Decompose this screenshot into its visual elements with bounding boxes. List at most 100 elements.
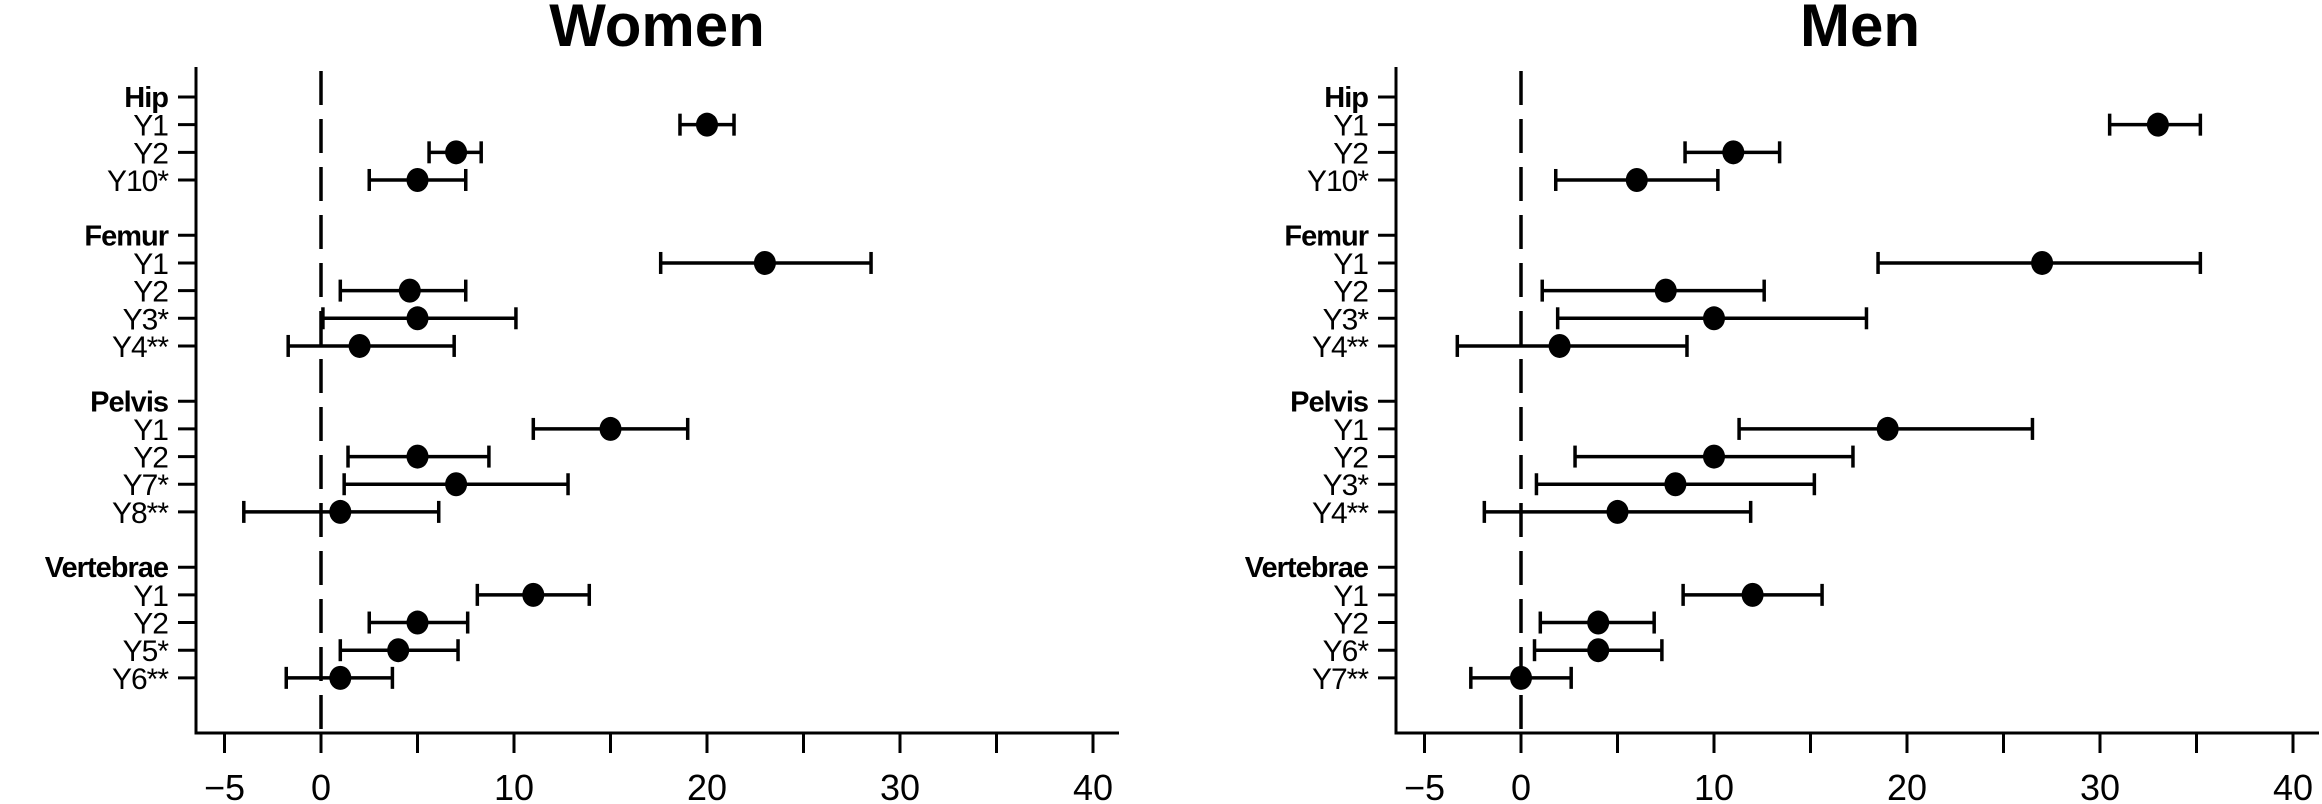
- row-label: Y3*: [123, 303, 170, 336]
- estimate-row: Y7*: [123, 469, 570, 502]
- group-label: Vertebrae: [1245, 552, 1369, 584]
- point-estimate: [1741, 582, 1764, 607]
- x-tick-label: 30: [880, 767, 920, 804]
- row-label: Y7**: [1312, 663, 1369, 696]
- row-label: Y2: [1333, 442, 1368, 475]
- point-estimate: [1654, 278, 1677, 303]
- estimate-row: Y4**: [1312, 497, 1753, 530]
- estimate-row: Y4**: [1312, 331, 1689, 364]
- point-estimate: [1703, 306, 1725, 331]
- row-label: Y1: [133, 414, 168, 447]
- estimate-row: Y2: [1333, 137, 1782, 170]
- point-estimate: [329, 665, 352, 690]
- estimate-row: Y3*: [1323, 303, 1869, 336]
- row-label: Y3*: [1323, 469, 1370, 502]
- row-label: Y7*: [123, 469, 170, 502]
- estimate-row: Y1: [133, 248, 873, 281]
- x-tick-label: 0: [311, 767, 331, 804]
- estimate-row: Y2: [133, 442, 491, 475]
- estimate-row: Y2: [133, 137, 483, 170]
- point-estimate: [1548, 333, 1571, 358]
- panel-title: Women: [549, 0, 765, 59]
- estimate-row: Y7**: [1312, 663, 1573, 696]
- row-label: Y2: [1333, 276, 1368, 309]
- row-label: Y1: [133, 248, 168, 281]
- point-estimate: [445, 140, 468, 165]
- row-label: Y4**: [1312, 497, 1369, 530]
- estimate-row: Y1: [1333, 110, 2203, 143]
- row-label: Y5*: [123, 635, 170, 668]
- estimate-row: Y10*: [1307, 165, 1720, 198]
- row-label: Y1: [1333, 580, 1368, 613]
- estimate-row: Y2: [133, 276, 468, 309]
- point-estimate: [348, 333, 371, 358]
- panel-title: Men: [1800, 0, 1920, 59]
- group-label: Femur: [84, 220, 168, 252]
- x-tick-label: 10: [494, 767, 534, 804]
- point-estimate: [1606, 499, 1629, 524]
- estimate-row: Y1: [1333, 580, 1824, 613]
- row-label: Y8**: [112, 497, 169, 530]
- row-label: Y2: [133, 608, 168, 641]
- point-estimate: [387, 638, 410, 663]
- row-label: Y1: [133, 110, 168, 143]
- x-tick-label: 10: [1694, 767, 1734, 804]
- row-label: Y1: [133, 580, 168, 613]
- estimate-row: Y1: [133, 414, 690, 447]
- point-estimate: [1876, 416, 1899, 441]
- group-label: Vertebrae: [45, 552, 169, 584]
- group-label: Hip: [124, 82, 168, 114]
- estimate-row: Y1: [1333, 248, 2203, 281]
- row-label: Y4**: [1312, 331, 1369, 364]
- point-estimate: [1625, 167, 1648, 192]
- point-estimate: [406, 167, 429, 192]
- estimate-row: Y1: [1333, 414, 2035, 447]
- x-tick-label: −5: [1404, 767, 1445, 804]
- estimate-row: Y1: [133, 110, 736, 143]
- row-label: Y6**: [112, 663, 169, 696]
- estimate-row: Y6**: [112, 663, 395, 696]
- point-estimate: [696, 112, 718, 137]
- estimate-row: Y2: [1333, 276, 1766, 309]
- estimate-row: Y3*: [1323, 469, 1817, 502]
- estimate-row: Y10*: [107, 165, 468, 198]
- row-label: Y1: [1333, 414, 1368, 447]
- estimate-row: Y2: [1333, 442, 1855, 475]
- row-label: Y6*: [1323, 635, 1370, 668]
- point-estimate: [1510, 665, 1532, 690]
- x-tick-label: 30: [2080, 767, 2120, 804]
- row-label: Y1: [1333, 248, 1368, 281]
- x-tick-label: 0: [1511, 767, 1531, 804]
- point-estimate: [599, 416, 622, 441]
- estimate-row: Y2: [133, 608, 470, 641]
- row-label: Y10*: [1307, 165, 1369, 198]
- x-tick-label: 40: [1073, 767, 1113, 804]
- x-tick-label: 20: [1887, 767, 1927, 804]
- point-estimate: [406, 610, 429, 635]
- point-estimate: [522, 582, 545, 607]
- point-estimate: [2031, 250, 2054, 275]
- point-estimate: [445, 472, 468, 497]
- row-label: Y2: [1333, 137, 1368, 170]
- x-tick-label: 40: [2273, 767, 2313, 804]
- estimate-row: Y4**: [112, 331, 456, 364]
- group-label: Pelvis: [1290, 386, 1368, 418]
- estimate-row: Y2: [1333, 608, 1656, 641]
- row-label: Y10*: [107, 165, 169, 198]
- group-label: Pelvis: [90, 386, 168, 418]
- x-tick-label: 20: [687, 767, 727, 804]
- group-label: Hip: [1324, 82, 1368, 114]
- estimate-row: Y1: [133, 580, 592, 613]
- row-label: Y1: [1333, 110, 1368, 143]
- point-estimate: [2146, 112, 2169, 137]
- point-estimate: [406, 306, 429, 331]
- point-estimate: [1587, 610, 1610, 635]
- point-estimate: [406, 444, 429, 469]
- point-estimate: [1703, 444, 1725, 469]
- group-label: Femur: [1284, 220, 1368, 252]
- row-label: Y2: [133, 442, 168, 475]
- point-estimate: [329, 499, 352, 524]
- point-estimate: [1722, 140, 1745, 165]
- point-estimate: [1664, 472, 1687, 497]
